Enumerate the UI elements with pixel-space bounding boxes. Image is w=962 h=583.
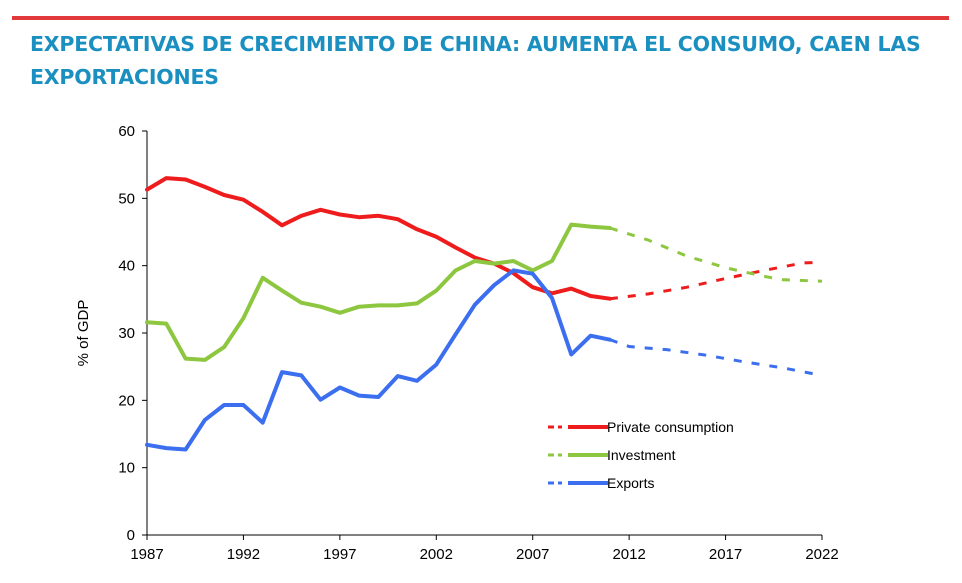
series-line-exports	[145, 268, 612, 452]
x-tick-label: 1987	[130, 546, 163, 563]
x-tick-label: 1992	[227, 546, 260, 563]
x-tick-label: 1997	[323, 546, 356, 563]
x-tick-label: 2012	[612, 546, 645, 563]
y-tick-label: 30	[118, 325, 135, 342]
legend-label-exports: Exports	[607, 475, 654, 491]
y-tick-label: 10	[118, 460, 135, 477]
series-forecast-line-private-consumption	[609, 260, 823, 301]
y-tick-label: 50	[118, 190, 135, 207]
legend-label-investment: Investment	[607, 447, 676, 463]
page-title: EXPECTATIVAS DE CRECIMIENTO DE CHINA: AU…	[30, 32, 921, 89]
series-line-private-consumption	[145, 176, 612, 301]
chart-series	[145, 176, 823, 452]
series-forecast-line-investment	[609, 226, 823, 283]
series-forecast-line-exports	[609, 338, 823, 377]
y-axis-label: % of GDP	[75, 300, 92, 367]
y-tick-label: 20	[118, 392, 135, 409]
chart-axes: 0 10 20 30 40 50 60 1987 1992 1997 2002 2007 2012 201…	[118, 123, 838, 563]
y-tick-label: 40	[118, 258, 135, 275]
y-tick-label: 0	[127, 527, 135, 544]
y-tick-label: 60	[118, 123, 135, 140]
x-tick-label: 2017	[709, 546, 742, 563]
top-red-rule	[12, 16, 949, 20]
chart-legend: Private consumption Investment Exports	[548, 419, 734, 491]
legend-label-private-consumption: Private consumption	[607, 419, 734, 435]
x-tick-label: 2002	[420, 546, 453, 563]
series-line-investment	[145, 222, 612, 362]
x-tick-label: 2007	[516, 546, 549, 563]
x-tick-label: 2022	[805, 546, 838, 563]
